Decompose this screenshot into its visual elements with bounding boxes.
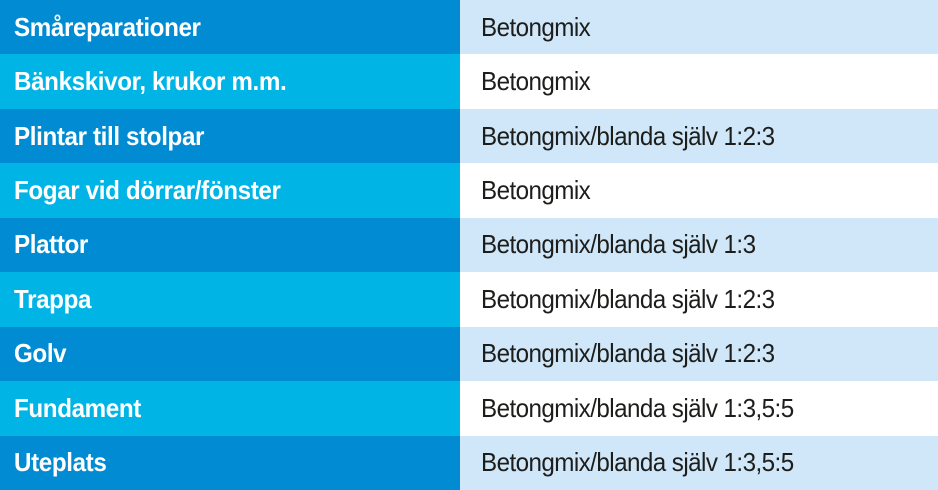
use-case-label: Plintar till stolpar [14, 120, 205, 151]
recommendation-value: Betongmix [481, 175, 591, 206]
table-row: Trappa Betongmix/blanda själv 1:2:3 [0, 272, 938, 327]
recommendation-value: Betongmix [481, 11, 591, 42]
recommendation-cell: Betongmix/blanda själv 1:2:3 [460, 272, 938, 327]
table-row: Fogar vid dörrar/fönster Betongmix [0, 163, 938, 218]
table-row: Plattor Betongmix/blanda själv 1:3 [0, 217, 938, 273]
recommendation-value: Betongmix/blanda själv 1:2:3 [481, 283, 775, 314]
recommendation-value: Betongmix/blanda själv 1:2:3 [481, 120, 775, 151]
recommendation-cell: Betongmix/blanda själv 1:3 [460, 217, 938, 273]
use-case-label: Golv [14, 338, 67, 369]
table-row: Fundament Betongmix/blanda själv 1:3,5:5 [0, 381, 938, 436]
recommendation-cell: Betongmix [460, 0, 938, 55]
recommendation-cell: Betongmix/blanda själv 1:3,5:5 [460, 381, 938, 436]
use-case-cell: Småreparationer [0, 0, 460, 55]
recommendation-cell: Betongmix/blanda själv 1:2:3 [460, 326, 938, 382]
use-case-label: Fogar vid dörrar/fönster [14, 175, 281, 206]
recommendation-value: Betongmix/blanda själv 1:3 [481, 229, 756, 260]
use-case-cell: Fogar vid dörrar/fönster [0, 163, 460, 218]
recommendation-value: Betongmix/blanda själv 1:3,5:5 [481, 447, 794, 478]
table-row: Plintar till stolpar Betongmix/blanda sj… [0, 108, 938, 164]
use-case-cell: Uteplats [0, 435, 460, 490]
use-case-cell: Plattor [0, 217, 460, 273]
table-row: Småreparationer Betongmix [0, 0, 938, 55]
table-row: Bänkskivor, krukor m.m. Betongmix [0, 54, 938, 109]
use-case-label: Trappa [14, 283, 92, 314]
recommendation-cell: Betongmix/blanda själv 1:2:3 [460, 108, 938, 164]
recommendation-cell: Betongmix/blanda själv 1:3,5:5 [460, 435, 938, 490]
recommendation-cell: Betongmix [460, 54, 938, 109]
use-case-label: Uteplats [14, 447, 107, 478]
use-case-label: Fundament [14, 392, 141, 423]
table-row: Uteplats Betongmix/blanda själv 1:3,5:5 [0, 435, 938, 490]
recommendation-cell: Betongmix [460, 163, 938, 218]
use-case-cell: Plintar till stolpar [0, 108, 460, 164]
table-row: Golv Betongmix/blanda själv 1:2:3 [0, 326, 938, 382]
use-case-cell: Golv [0, 326, 460, 382]
recommendation-value: Betongmix/blanda själv 1:2:3 [481, 338, 775, 369]
use-case-cell: Trappa [0, 272, 460, 327]
recommendation-value: Betongmix/blanda själv 1:3,5:5 [481, 392, 794, 423]
use-case-cell: Fundament [0, 381, 460, 436]
use-case-label: Bänkskivor, krukor m.m. [14, 66, 287, 97]
use-case-cell: Bänkskivor, krukor m.m. [0, 54, 460, 109]
use-case-label: Småreparationer [14, 11, 201, 42]
use-case-label: Plattor [14, 229, 88, 260]
recommendation-value: Betongmix [481, 66, 591, 97]
